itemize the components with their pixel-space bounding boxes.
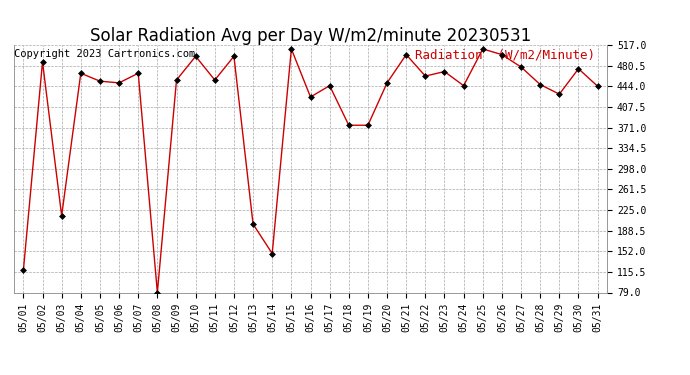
Title: Solar Radiation Avg per Day W/m2/minute 20230531: Solar Radiation Avg per Day W/m2/minute … (90, 27, 531, 45)
Text: Radiation  (W/m2/Minute): Radiation (W/m2/Minute) (415, 49, 595, 62)
Text: Copyright 2023 Cartronics.com: Copyright 2023 Cartronics.com (14, 49, 195, 59)
